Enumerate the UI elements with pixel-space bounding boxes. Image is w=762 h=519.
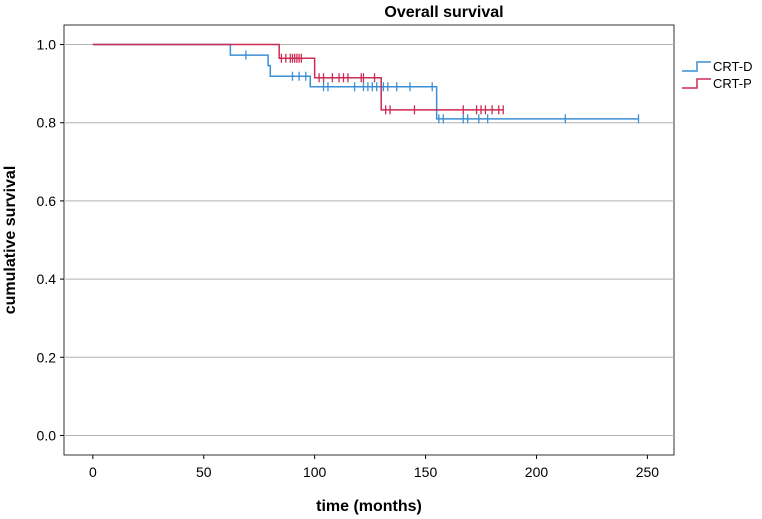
y-tick-label: 0.2 <box>37 349 57 365</box>
y-tick-label: 0.6 <box>37 193 57 209</box>
y-tick-label: 0.8 <box>37 115 57 131</box>
series-group <box>92 43 640 124</box>
legend: CRT-D CRT-P <box>682 59 752 91</box>
chart-title: Overall survival <box>384 4 503 21</box>
x-tick-label: 200 <box>525 464 549 480</box>
plot-frame <box>63 24 675 456</box>
legend-swatch-crt-d <box>682 61 711 72</box>
x-axis-ticks: 0 50 100 150 200 250 <box>89 455 659 480</box>
survival-curve-crt-p <box>92 43 504 111</box>
x-tick-label: 150 <box>414 464 438 480</box>
x-tick-label: 50 <box>196 464 212 480</box>
legend-label-crt-p: CRT-P <box>713 76 752 91</box>
legend-swatch-crt-p <box>682 78 711 89</box>
legend-label-crt-d: CRT-D <box>713 59 752 74</box>
x-axis-label: time (months) <box>316 498 422 515</box>
y-axis-ticks: 0.0 0.2 0.4 0.6 0.8 1.0 <box>37 37 64 443</box>
survival-curve-crt-d <box>92 43 639 120</box>
x-tick-label: 100 <box>303 464 327 480</box>
y-axis-label: cumulative survival <box>2 166 19 315</box>
y-tick-label: 0.0 <box>37 427 57 443</box>
x-tick-label: 0 <box>89 464 97 480</box>
x-tick-label: 250 <box>636 464 660 480</box>
y-tick-label: 0.4 <box>37 271 57 287</box>
y-tick-label: 1.0 <box>37 37 57 53</box>
